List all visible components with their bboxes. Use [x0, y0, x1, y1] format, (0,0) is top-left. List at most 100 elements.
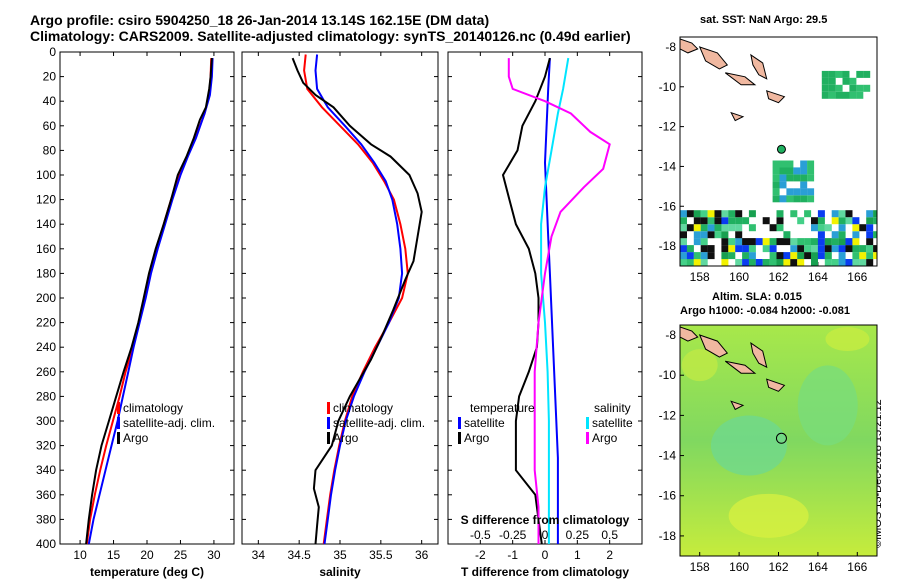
sst-pixel	[686, 245, 694, 253]
sst-pixel	[842, 77, 850, 85]
map-ytick-label: -12	[659, 120, 677, 134]
sst-pixel	[849, 84, 857, 92]
sla-map-island	[750, 342, 768, 369]
salinity-legend-swatch	[327, 417, 330, 429]
ytick-label: 0	[49, 45, 56, 59]
sst-pixel	[831, 217, 839, 225]
sst-pixel	[776, 259, 784, 266]
sst-pixel	[817, 224, 825, 232]
sst-pixel	[800, 181, 808, 189]
sst-pixel	[804, 238, 812, 246]
sst-pixel	[786, 160, 794, 168]
map-ytick-label: -12	[659, 408, 677, 422]
sst-pixel	[866, 217, 874, 225]
chart-title-line1: Argo profile: csiro 5904250_18 26-Jan-20…	[30, 12, 490, 28]
sst-pixel	[800, 174, 808, 182]
salinity-legend-label: climatology	[333, 401, 393, 415]
sst-pixel	[793, 195, 801, 203]
sst-pixel	[742, 259, 750, 266]
sst-pixel	[721, 217, 729, 225]
sst-pixel	[748, 238, 756, 246]
salinity-diff-xtick-label: -0.25	[499, 528, 527, 542]
sst-pixel	[831, 231, 839, 239]
ytick-label: 320	[36, 439, 56, 453]
sst-pixel	[811, 238, 818, 246]
sst-pixel	[859, 224, 867, 232]
sst-pixel	[797, 217, 805, 225]
sst-pixel	[790, 238, 798, 246]
sst-pixel	[831, 210, 839, 218]
sst-pixel	[859, 245, 867, 253]
sst-pixel	[772, 188, 780, 196]
sst-pixel	[769, 245, 777, 253]
sst-pixel	[693, 238, 701, 246]
sst-pixel	[824, 245, 832, 253]
sst-pixel	[779, 167, 787, 175]
diff-legend-salinity-swatch	[586, 432, 589, 444]
sst-pixel	[838, 245, 846, 253]
map-xtick-label: 164	[808, 270, 828, 284]
sst-pixel	[817, 238, 825, 246]
sst-pixel	[748, 245, 756, 253]
sla-map-island	[724, 360, 757, 374]
sst-pixel	[821, 91, 829, 99]
sst-pixel	[811, 224, 818, 232]
sst-pixel	[790, 210, 798, 218]
sst-pixel	[842, 70, 850, 78]
xtick-label: 0	[542, 548, 549, 562]
sst-map-island	[730, 111, 745, 122]
diff-legend-title-salinity: salinity	[594, 401, 631, 415]
difference-series-temperature-satellite	[543, 58, 559, 544]
salinity-legend-label: Argo	[333, 431, 359, 445]
sst-pixel	[866, 231, 874, 239]
sst-pixel	[849, 77, 857, 85]
temperature-legend-swatch	[117, 402, 120, 414]
sst-pixel	[728, 252, 736, 260]
sst-pixel	[811, 259, 818, 266]
ytick-label: 380	[36, 512, 56, 526]
sst-pixel	[693, 224, 701, 232]
sst-pixel	[852, 231, 860, 239]
sst-map-frame	[679, 36, 878, 267]
sst-map: 158 160 162 164 166 -8 -10 -12 -14 -16 -18	[659, 36, 878, 284]
sst-pixel	[873, 252, 877, 260]
xtick-label: 2	[606, 548, 613, 562]
sst-pixel	[807, 174, 815, 182]
ytick-label: 300	[36, 414, 56, 428]
sst-pixel	[772, 174, 780, 182]
sst-pixel	[866, 259, 874, 266]
sst-pixel	[786, 167, 794, 175]
sst-pixel	[811, 252, 818, 260]
sst-pixel	[721, 252, 729, 260]
sst-pixel	[866, 224, 874, 232]
ytick-label: 60	[43, 119, 57, 133]
sst-pixel	[852, 245, 860, 253]
sst-pixel	[728, 245, 736, 253]
sst-pixel	[693, 252, 701, 260]
ytick-label: 100	[36, 168, 56, 182]
ytick-label: 120	[36, 193, 56, 207]
temperature-legend-swatch	[117, 417, 120, 429]
sst-pixel	[707, 231, 715, 239]
diff-legend-temperature-swatch	[458, 417, 461, 429]
ytick-label: 80	[43, 143, 57, 157]
sst-pixel	[700, 245, 708, 253]
sst-pixel	[845, 259, 853, 266]
salinity-series-satellite-adj--clim-	[314, 54, 404, 545]
sst-pixel	[807, 195, 815, 203]
sst-pixel	[686, 210, 694, 218]
sst-pixel	[804, 245, 812, 253]
sst-pixel	[779, 181, 787, 189]
sst-pixel	[783, 252, 791, 260]
sst-pixel	[817, 231, 825, 239]
xtick-label: 15	[107, 548, 121, 562]
sla-anomaly	[797, 365, 858, 446]
map-xtick-label: 162	[768, 270, 788, 284]
sst-pixel	[714, 224, 722, 232]
difference-series-salinity-argo	[507, 58, 611, 544]
map-xtick-label: 158	[690, 560, 710, 574]
ytick-label: 360	[36, 488, 56, 502]
sst-pixel	[852, 252, 860, 260]
sst-pixel	[828, 77, 836, 85]
sst-pixel	[700, 224, 708, 232]
